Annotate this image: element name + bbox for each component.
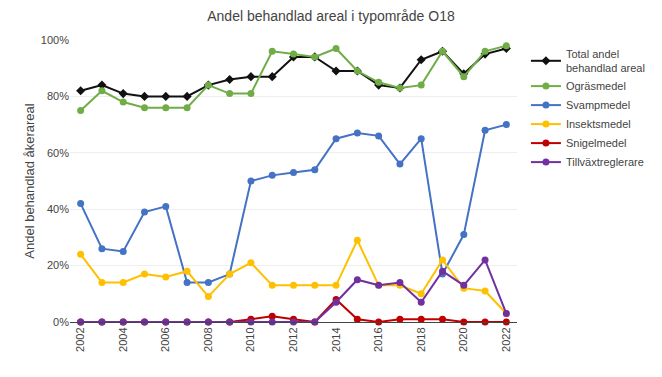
svg-text:20%: 20%	[47, 259, 69, 271]
svg-text:2004: 2004	[117, 327, 129, 351]
svg-text:2012: 2012	[287, 327, 299, 351]
svg-text:100%: 100%	[41, 34, 69, 46]
svg-text:Tillväxtreglerare: Tillväxtreglerare	[566, 156, 644, 168]
svg-text:2008: 2008	[202, 327, 214, 351]
svg-text:Svampmedel: Svampmedel	[566, 99, 630, 111]
svg-text:2022: 2022	[500, 327, 512, 351]
svg-text:2014: 2014	[330, 327, 342, 351]
svg-text:Snigelmedel: Snigelmedel	[566, 137, 627, 149]
svg-text:2016: 2016	[372, 327, 384, 351]
svg-text:0%: 0%	[53, 316, 69, 328]
svg-text:60%: 60%	[47, 147, 69, 159]
svg-text:Andel behandlad areal i typomr: Andel behandlad areal i typområde O18	[207, 8, 455, 24]
svg-text:80%: 80%	[47, 90, 69, 102]
svg-text:2002: 2002	[74, 327, 86, 351]
svg-text:2018: 2018	[415, 327, 427, 351]
svg-text:Total andelbehandlad areal: Total andelbehandlad areal	[566, 48, 645, 74]
svg-text:2006: 2006	[159, 327, 171, 351]
svg-text:2010: 2010	[245, 327, 257, 351]
svg-text:Andel behandlad åkerareal: Andel behandlad åkerareal	[22, 103, 37, 259]
svg-text:2020: 2020	[457, 327, 469, 351]
svg-text:Insektsmedel: Insektsmedel	[566, 118, 631, 130]
svg-text:Ogräsmedel: Ogräsmedel	[566, 80, 626, 92]
svg-text:40%: 40%	[47, 203, 69, 215]
